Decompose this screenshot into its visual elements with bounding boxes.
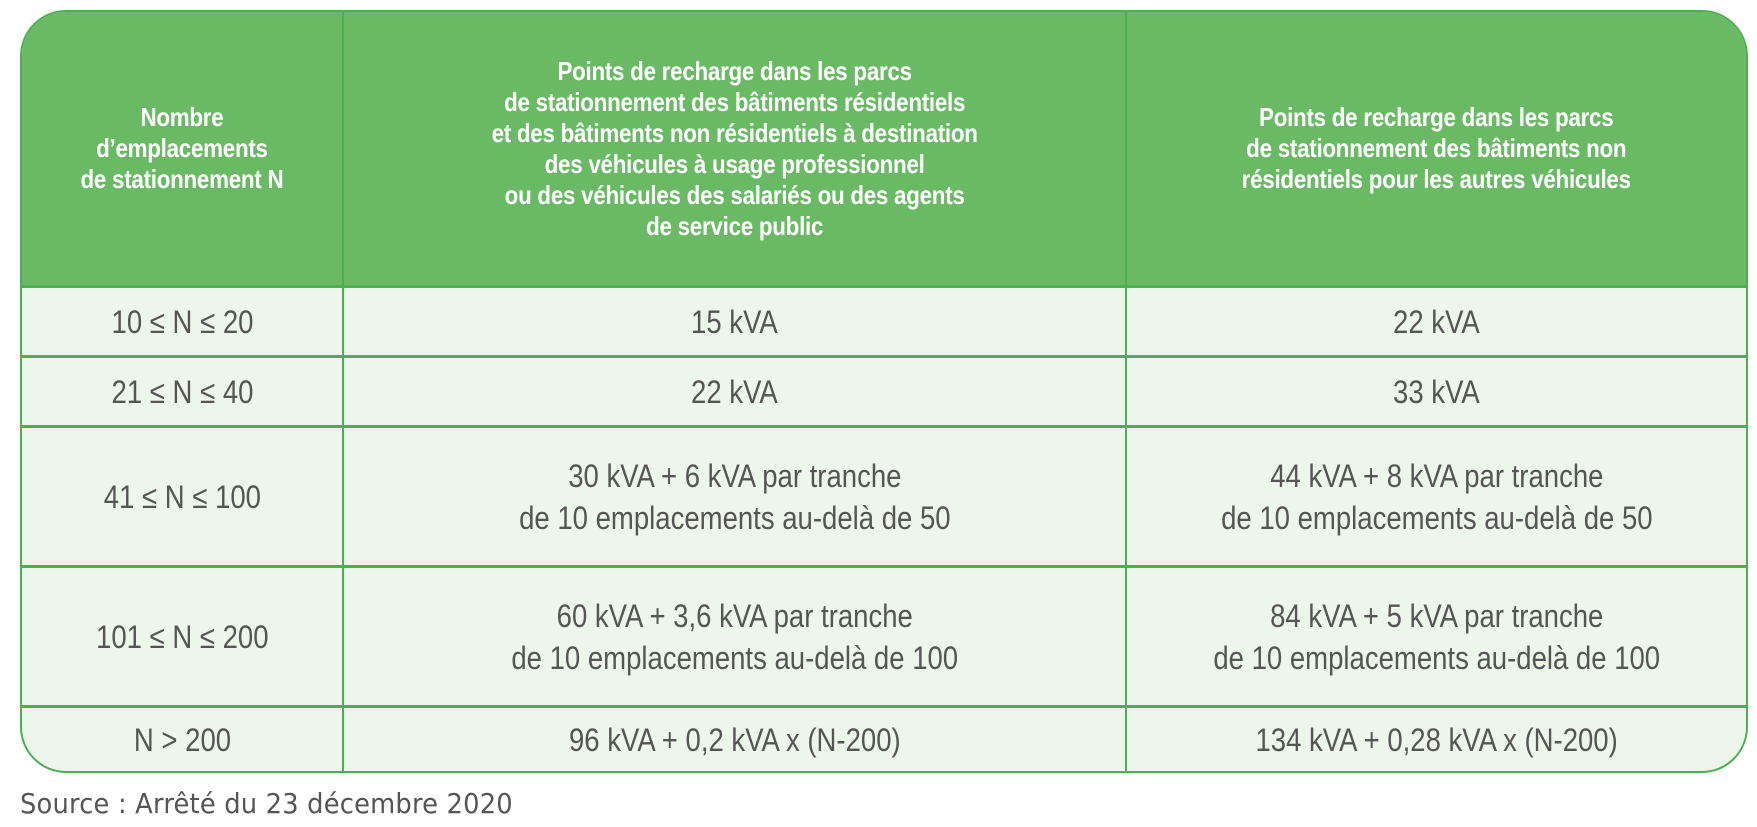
cell-residential-power: 15 kVA xyxy=(343,286,1127,358)
cell-residential-power: 22 kVA xyxy=(343,356,1127,428)
table-row: 21 ≤ N ≤ 40 22 kVA 33 kVA xyxy=(22,356,1746,428)
table-body: 10 ≤ N ≤ 20 15 kVA 22 kVA 21 ≤ N ≤ 40 22… xyxy=(22,286,1746,771)
cell-non-residential-power: 33 kVA xyxy=(1126,356,1746,428)
cell-range: N > 200 xyxy=(22,706,344,771)
cell-range: 41 ≤ N ≤ 100 xyxy=(22,426,344,568)
header-label: Points de recharge dans les parcs de sta… xyxy=(1241,102,1632,194)
table-row: 10 ≤ N ≤ 20 15 kVA 22 kVA xyxy=(22,286,1746,358)
header-row: Nombre d’emplacements de stationnement N… xyxy=(22,12,1746,288)
table-row: N > 200 96 kVA + 0,2 kVA x (N-200) 134 k… xyxy=(22,706,1746,771)
cell-range: 101 ≤ N ≤ 200 xyxy=(22,566,344,708)
header-label: Nombre d’emplacements de stationnement N xyxy=(80,102,284,194)
power-requirements-table: Nombre d’emplacements de stationnement N… xyxy=(22,12,1746,771)
table-header: Nombre d’emplacements de stationnement N… xyxy=(22,12,1746,288)
header-residential-professional: Points de recharge dans les parcs de sta… xyxy=(343,12,1127,288)
cell-residential-power: 96 kVA + 0,2 kVA x (N-200) xyxy=(343,706,1127,771)
cell-residential-power: 60 kVA + 3,6 kVA par tranche de 10 empla… xyxy=(343,566,1127,708)
cell-non-residential-power: 22 kVA xyxy=(1126,286,1746,358)
table-row: 101 ≤ N ≤ 200 60 kVA + 3,6 kVA par tranc… xyxy=(22,566,1746,708)
cell-non-residential-power: 134 kVA + 0,28 kVA x (N-200) xyxy=(1255,722,1618,758)
cell-non-residential-power: 84 kVA + 5 kVA par tranche de 10 emplace… xyxy=(1126,566,1746,708)
header-label: Points de recharge dans les parcs de sta… xyxy=(491,55,978,241)
power-requirements-table-container: Nombre d’emplacements de stationnement N… xyxy=(20,10,1748,773)
cell-range: 10 ≤ N ≤ 20 xyxy=(22,286,344,358)
header-non-residential-other: Points de recharge dans les parcs de sta… xyxy=(1126,12,1746,288)
source-citation: Source : Arrêté du 23 décembre 2020 xyxy=(20,787,513,820)
cell-residential-power: 30 kVA + 6 kVA par tranche de 10 emplace… xyxy=(343,426,1127,568)
cell-non-residential-power: 44 kVA + 8 kVA par tranche de 10 emplace… xyxy=(1126,426,1746,568)
table-row: 41 ≤ N ≤ 100 30 kVA + 6 kVA par tranche … xyxy=(22,426,1746,568)
cell-range: 21 ≤ N ≤ 40 xyxy=(22,356,344,428)
header-parking-spaces: Nombre d’emplacements de stationnement N xyxy=(22,12,344,288)
